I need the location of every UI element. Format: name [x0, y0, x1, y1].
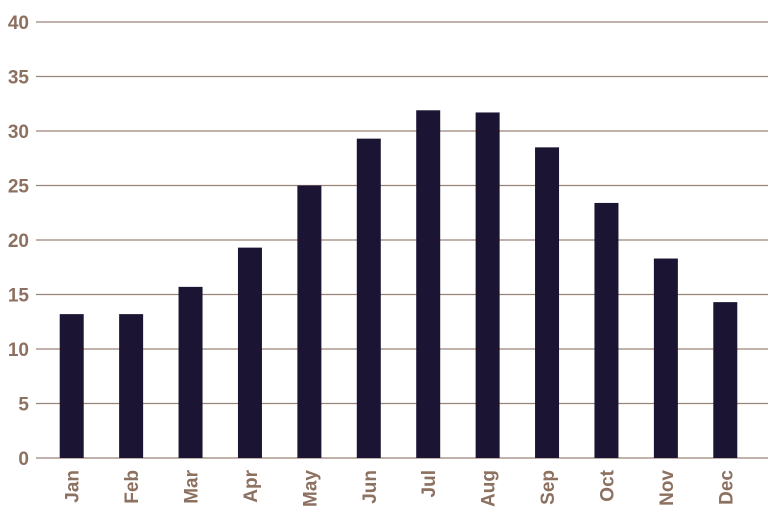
x-tick-label: Feb	[122, 470, 143, 504]
bar	[178, 286, 203, 458]
x-tick-label: Aug	[479, 470, 500, 507]
bar	[535, 147, 560, 458]
bar	[594, 202, 619, 458]
bar	[653, 258, 678, 458]
bar	[356, 138, 381, 458]
bar	[59, 314, 84, 458]
x-tick-label: Jun	[360, 470, 381, 504]
y-tick-label: 40	[8, 13, 29, 34]
bar	[119, 314, 144, 458]
y-tick-label: 10	[8, 340, 29, 361]
y-tick-label: 5	[18, 395, 29, 416]
y-tick-label: 35	[8, 68, 30, 89]
y-tick-label: 25	[8, 177, 30, 198]
x-tick-label: Jul	[419, 470, 440, 497]
bar	[416, 110, 441, 458]
y-tick-label: 20	[8, 231, 29, 252]
bar	[237, 247, 262, 458]
y-tick-label: 30	[8, 122, 29, 143]
y-tick-label: 15	[8, 286, 30, 307]
x-tick-label: May	[300, 470, 321, 507]
x-tick-label: Dec	[716, 470, 737, 505]
x-tick-label: Jan	[63, 470, 84, 503]
x-tick-label: Sep	[538, 470, 559, 505]
y-tick-label: 0	[18, 449, 29, 470]
x-tick-label: Mar	[182, 469, 203, 503]
bar	[475, 112, 500, 458]
bar	[713, 302, 738, 458]
x-tick-label: Nov	[657, 470, 678, 506]
x-tick-label: Apr	[241, 469, 262, 502]
bar	[297, 185, 322, 458]
x-tick-label: Oct	[597, 469, 618, 501]
